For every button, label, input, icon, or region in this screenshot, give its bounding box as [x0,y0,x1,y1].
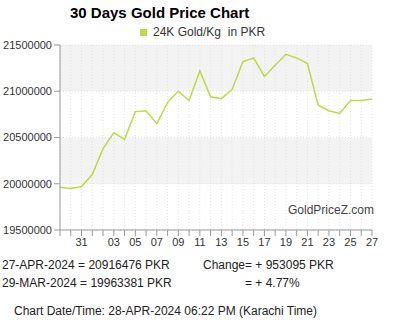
svg-text:17: 17 [258,236,270,248]
svg-text:03: 03 [108,236,120,248]
html-text:30 Days Gold Price Chart: 30 Days Gold Price Chart [70,4,250,21]
svg-text:21500000: 21500000 [8,39,52,51]
svg-text:25: 25 [344,236,356,248]
html-text:= + 4.77%: = + 4.77% [245,276,300,290]
svg-text:19500000: 19500000 [8,224,52,236]
html-text:Change = + 953095 PKR: Change = + 953095 PKR [203,258,334,272]
html-text:GoldPriceZ.com: GoldPriceZ.com [288,203,374,217]
svg-text:23: 23 [323,236,335,248]
svg-text:05: 05 [129,236,141,248]
html-text:Chart Date/Time: 28-APR-2024 0: Chart Date/Time: 28-APR-2024 06:22 PM (K… [14,304,317,318]
svg-text:31: 31 [75,236,87,248]
svg-text:20000000: 20000000 [8,178,52,190]
html-text:27-APR-2024 = 20916476 PKR: 27-APR-2024 = 20916476 PKR [2,258,170,272]
html-text:24K Gold/Kg in PKR: 24K Gold/Kg in PKR [153,25,266,39]
svg-text:09: 09 [172,236,184,248]
svg-text:21000000: 21000000 [8,85,52,97]
svg-text:07: 07 [151,236,163,248]
svg-text:27: 27 [366,236,378,248]
svg-text:19: 19 [280,236,292,248]
svg-text:15: 15 [237,236,249,248]
svg-text:13: 13 [215,236,227,248]
svg-text:20500000: 20500000 [8,131,52,143]
svg-text:11: 11 [194,236,205,248]
svg-text:21: 21 [301,236,313,248]
html-text:29-MAR-2024 = 19963381 PKR: 29-MAR-2024 = 19963381 PKR [2,276,172,290]
